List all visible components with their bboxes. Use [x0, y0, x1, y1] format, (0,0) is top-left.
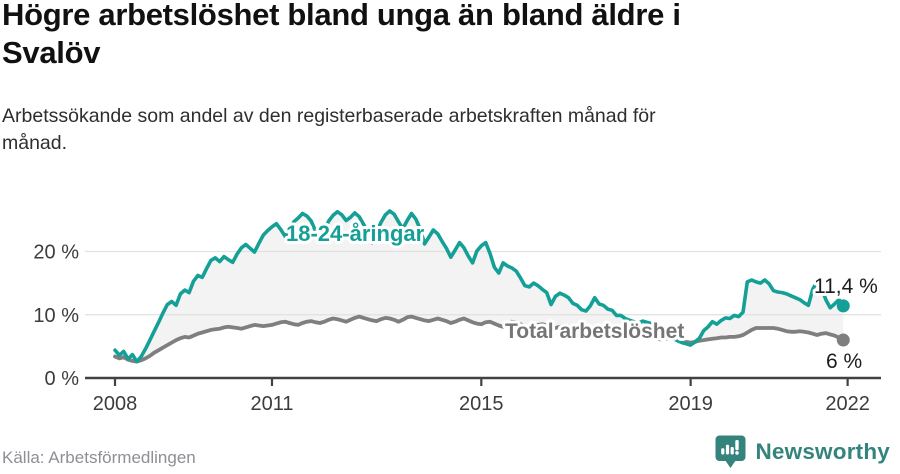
y-tick-label: 10 %	[33, 305, 79, 327]
end-dot-youth	[836, 299, 850, 313]
series-label-youth: 18-24-åringar	[286, 221, 425, 246]
series-line-youth	[113, 209, 846, 364]
series-label-total: Total arbetslöshet	[505, 320, 684, 343]
newsworthy-logo: Newsworthy	[714, 434, 890, 470]
end-value-label-total: 6 %	[826, 350, 862, 373]
subtitle-line-1: Arbetssökande som andel av den registerb…	[2, 105, 656, 127]
subtitle-line-2: månad.	[2, 132, 68, 154]
series-line-total	[113, 314, 846, 364]
x-tick-label: 2008	[93, 393, 138, 415]
source-note: Källa: Arbetsförmedlingen	[2, 448, 196, 467]
chart-subtitle: Arbetssökande som andel av den registerb…	[2, 103, 898, 157]
y-tick-label: 20 %	[33, 242, 79, 264]
x-tick-label: 2015	[459, 393, 504, 415]
fill-between-series	[115, 211, 844, 362]
y-tick-label: 0 %	[45, 368, 80, 390]
x-tick-label: 2011	[250, 393, 293, 415]
page-title: Högre arbetslöshet bland unga än bland ä…	[2, 0, 898, 72]
title-line-1: Högre arbetslöshet bland unga än bland ä…	[2, 0, 681, 32]
x-tick-label: 2019	[668, 393, 713, 415]
end-value-label-youth: 11,4 %	[814, 275, 878, 298]
title-line-2: Svalöv	[2, 35, 101, 70]
end-dot-total	[836, 333, 850, 347]
x-tick-label: 2022	[825, 393, 870, 415]
newsworthy-logo-icon	[715, 435, 746, 468]
newsworthy-logo-text: Newsworthy	[755, 439, 890, 464]
